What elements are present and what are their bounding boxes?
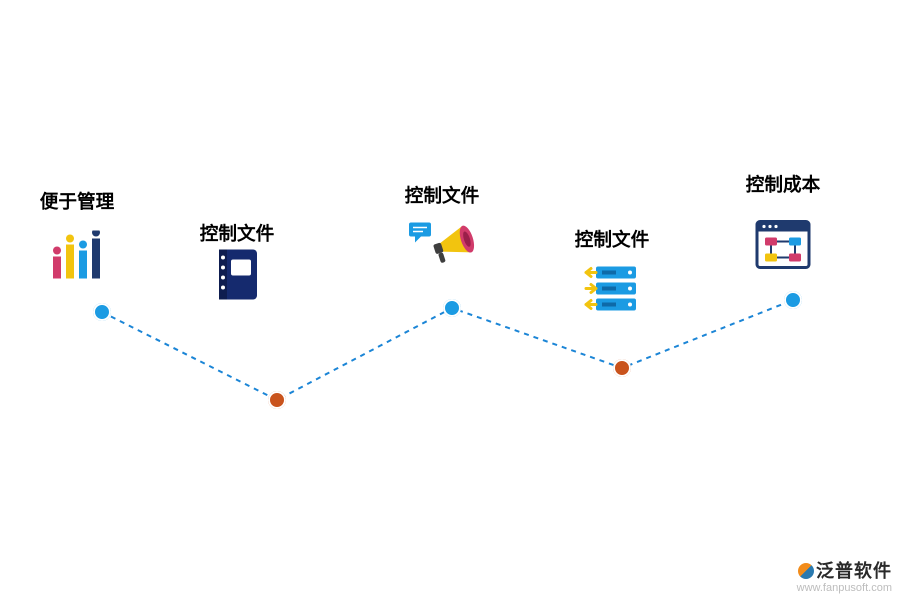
flowchart-window-icon bbox=[755, 220, 811, 275]
node4-label: 控制文件 bbox=[575, 225, 649, 252]
node3-dot bbox=[443, 299, 461, 317]
watermark: 泛普软件 www.fanpusoft.com bbox=[797, 562, 892, 594]
notebook-icon bbox=[213, 248, 261, 307]
node1-dot bbox=[93, 303, 111, 321]
bars-people-icon bbox=[49, 231, 105, 286]
node5-dot bbox=[784, 291, 802, 309]
node3-label: 控制文件 bbox=[405, 181, 479, 208]
servers-icon bbox=[582, 263, 642, 322]
node4-dot bbox=[613, 359, 631, 377]
diagram-stage: 便于管理 控制文件 控制文件 bbox=[0, 0, 900, 600]
node2-dot bbox=[268, 391, 286, 409]
watermark-brand-text: 泛普软件 bbox=[816, 561, 892, 581]
watermark-url: www.fanpusoft.com bbox=[797, 582, 892, 594]
node5-label: 控制成本 bbox=[746, 170, 820, 197]
logo-globe-icon bbox=[798, 563, 814, 579]
megaphone-icon bbox=[407, 221, 477, 286]
node1-label: 便于管理 bbox=[40, 187, 114, 214]
watermark-brand: 泛普软件 bbox=[797, 562, 892, 582]
node2-label: 控制文件 bbox=[200, 219, 274, 246]
